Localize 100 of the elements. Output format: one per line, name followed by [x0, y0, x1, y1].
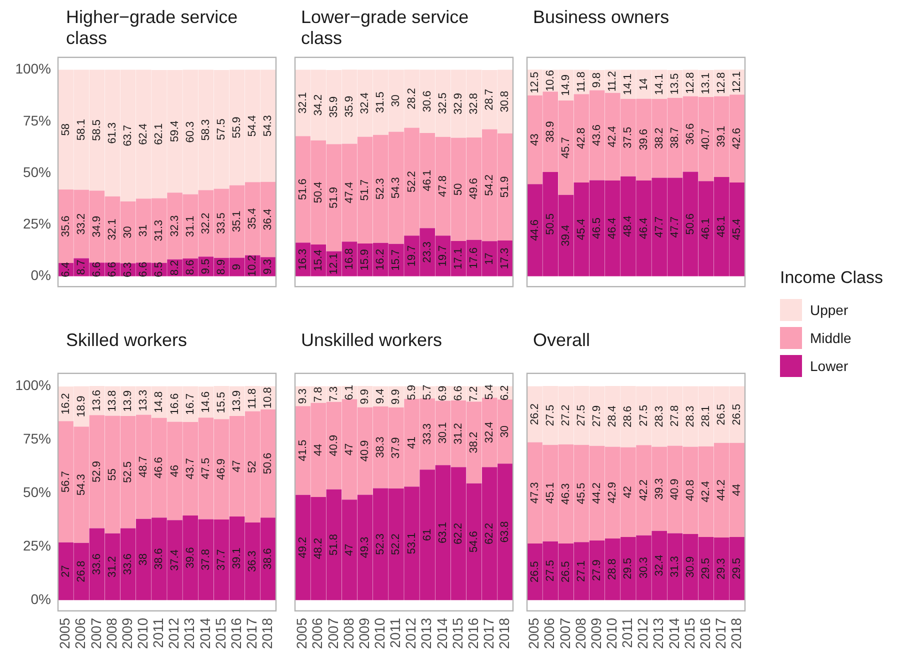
data-label: 16.2: [374, 248, 387, 270]
y-tick-label: 100%: [15, 377, 51, 394]
chart-title: Lower−grade service class: [301, 7, 470, 49]
data-label: 33.5: [216, 212, 228, 234]
x-tick-label: 2015: [212, 618, 228, 649]
data-label: 40.7: [700, 128, 712, 150]
x-tick-label: 2010: [603, 618, 620, 649]
data-label: 52.2: [390, 534, 402, 556]
data-label: 10.8: [262, 387, 274, 408]
x-tick-label: 2009: [588, 618, 604, 649]
x-tick-label: 2009: [356, 618, 372, 649]
data-label: 32.1: [296, 92, 309, 114]
data-label: 14.1: [653, 74, 666, 96]
data-label: 51.9: [499, 176, 512, 198]
data-label: 40.9: [328, 434, 340, 456]
data-label: 47.7: [668, 216, 681, 238]
data-label: 29.3: [716, 558, 728, 580]
data-label: 26.5: [528, 561, 541, 583]
data-label: 51.7: [359, 179, 372, 201]
data-label: 35.6: [60, 216, 72, 238]
y-tick-label: 0%: [30, 267, 51, 284]
data-label: 12.8: [684, 72, 697, 94]
data-label: 42.6: [731, 128, 744, 150]
data-label: 40.9: [359, 440, 372, 462]
x-tick-label: 2009: [118, 618, 135, 649]
data-label: 52.5: [122, 461, 134, 483]
data-label: 15.7: [390, 249, 402, 271]
data-label: 19.7: [406, 245, 418, 267]
data-label: 35.9: [328, 96, 340, 118]
x-tick-label: 2016: [228, 618, 244, 649]
data-label: 39.6: [638, 128, 650, 150]
x-tick-label: 2007: [88, 618, 104, 649]
data-label: 17.3: [499, 248, 512, 270]
data-label: 50.4: [312, 182, 324, 204]
data-label: 54.3: [390, 177, 402, 199]
data-label: 13.8: [106, 390, 119, 412]
data-label: 34.9: [90, 216, 103, 238]
data-label: 28.8: [606, 558, 619, 580]
data-label: 47.3: [528, 482, 541, 504]
data-label: 14.8: [153, 391, 166, 413]
data-label: 30: [499, 425, 512, 438]
data-label: 16.2: [60, 393, 72, 414]
data-label: 7.8: [312, 386, 324, 402]
data-label: 46.6: [153, 457, 166, 478]
data-label: 35.4: [246, 208, 259, 230]
data-label: 54.3: [262, 115, 274, 137]
x-tick-label: 2007: [324, 618, 341, 649]
data-label: 16.7: [184, 393, 196, 415]
data-label: 30.1: [436, 422, 449, 444]
y-tick-label: 25%: [22, 538, 51, 554]
data-label: 47.7: [653, 216, 666, 238]
data-label: 27.5: [576, 404, 588, 426]
data-label: 14.6: [200, 391, 212, 413]
data-label: 30.8: [499, 90, 512, 112]
data-label: 9: [231, 264, 244, 270]
data-label: 26.2: [528, 404, 541, 425]
data-label: 28.2: [406, 88, 418, 110]
x-tick-label: 2012: [166, 618, 182, 649]
data-label: 31.1: [184, 216, 196, 238]
data-label: 33.3: [421, 423, 434, 445]
data-label: 46.4: [638, 218, 650, 240]
data-label: 13.9: [122, 390, 134, 412]
data-label: 33.6: [90, 554, 103, 575]
x-tick-label: 2011: [150, 618, 166, 648]
data-label: 17.1: [452, 248, 465, 270]
data-label: 5.9: [406, 384, 418, 400]
data-label: 46.9: [216, 458, 228, 480]
data-label: 38.2: [468, 432, 480, 454]
y-tick-label: 0%: [30, 591, 51, 608]
data-label: 47.8: [436, 176, 449, 197]
y-tick-label: 50%: [22, 164, 51, 180]
data-label: 28.3: [653, 406, 666, 428]
data-label: 49.6: [468, 178, 480, 200]
x-tick-label: 2013: [650, 618, 666, 649]
data-label: 15.5: [216, 392, 228, 414]
data-label: 31: [138, 224, 150, 237]
data-label: 55.9: [231, 116, 244, 138]
data-label: 53.1: [406, 532, 418, 554]
data-label: 47: [344, 443, 356, 456]
data-label: 44.2: [591, 482, 604, 504]
data-label: 11.8: [246, 388, 259, 409]
data-label: 35.9: [344, 96, 356, 118]
data-label: 39.1: [231, 548, 244, 570]
x-tick-label: 2005: [56, 618, 73, 649]
x-tick-label: 2006: [309, 618, 326, 649]
data-label: 42.2: [638, 479, 650, 501]
data-label: 33.6: [122, 554, 134, 575]
data-label: 38.6: [153, 548, 166, 570]
data-label: 9.8: [591, 72, 604, 88]
data-label: 54.4: [246, 115, 259, 137]
data-label: 42.9: [606, 482, 619, 504]
data-label: 42: [622, 486, 634, 498]
data-label: 19.7: [436, 245, 449, 267]
data-label: 26.5: [731, 404, 744, 426]
data-label: 48.2: [312, 538, 324, 560]
data-label: 39.4: [560, 224, 572, 246]
data-label: 27.5: [544, 404, 556, 426]
data-label: 37.8: [200, 549, 212, 570]
data-label: 13.3: [138, 390, 150, 412]
legend-label: Middle: [810, 330, 852, 346]
